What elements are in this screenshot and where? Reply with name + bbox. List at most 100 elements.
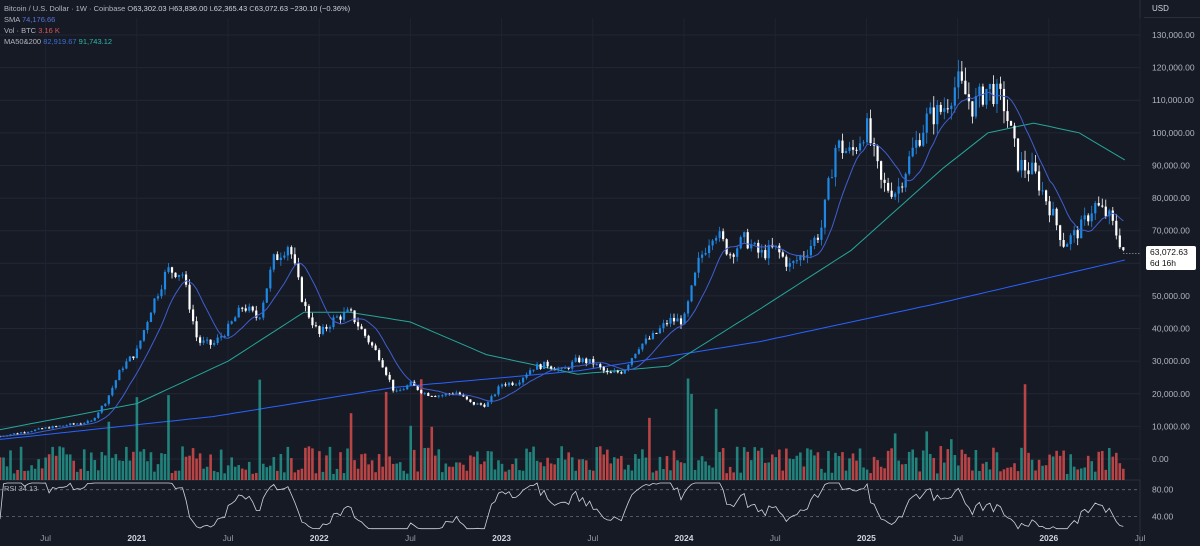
candle-body <box>844 150 848 154</box>
volume-bar <box>799 452 802 480</box>
volume-bar <box>690 393 693 480</box>
ma-legend[interactable]: MA50&200 82,919.67 91,743.12 <box>4 36 350 47</box>
volume-bar <box>1111 456 1115 480</box>
volume-bar <box>763 462 767 480</box>
volume-bar <box>992 447 995 480</box>
volume-bar <box>942 462 946 480</box>
volume-bar <box>753 447 757 480</box>
candle-body <box>1048 201 1051 216</box>
candle-body <box>841 140 844 154</box>
volume-bar <box>911 449 915 480</box>
change-value: −230.10 (−0.36%) <box>290 4 351 13</box>
candle-body <box>44 427 47 429</box>
candle-body <box>258 317 261 319</box>
volume-bar <box>971 470 974 480</box>
candle-body <box>1027 170 1030 175</box>
candle-body <box>571 361 574 369</box>
volume-bar <box>75 471 79 480</box>
volume-bar <box>346 448 349 480</box>
rsi-pane: 80.00 40.00 <box>0 482 1174 530</box>
candle-body <box>156 296 160 299</box>
candle-body <box>427 393 430 396</box>
volume-bar <box>591 470 595 480</box>
volume-bar <box>974 450 978 480</box>
volume-bar <box>135 397 139 480</box>
candle-body <box>1087 215 1090 222</box>
candle-body <box>507 382 511 386</box>
volume-bar <box>627 464 630 480</box>
volume-bar <box>528 452 532 480</box>
volume-bar <box>9 450 12 480</box>
volume-bar <box>816 452 820 480</box>
candle-body <box>837 140 841 148</box>
candle-body <box>637 349 640 354</box>
volume-bar <box>686 378 690 480</box>
volume-bar <box>72 460 76 480</box>
candle-body <box>595 364 598 366</box>
volume-legend[interactable]: Vol · BTC 3.16 K <box>4 25 350 36</box>
volume-bar <box>423 447 427 480</box>
candle-body <box>223 336 226 338</box>
volume-bar <box>570 457 574 480</box>
volume-bar <box>195 458 198 480</box>
volume-bar <box>735 446 739 480</box>
volume-bar <box>820 468 823 480</box>
rsi-legend[interactable]: RSI 34.13 <box>4 484 37 493</box>
time-tick-label: 2023 <box>492 533 511 543</box>
candle-body <box>209 339 212 345</box>
volume-bar <box>718 451 721 480</box>
volume-bar <box>788 458 792 480</box>
candle-body <box>722 231 725 240</box>
candle-body <box>999 83 1002 89</box>
volume-bar <box>265 467 269 480</box>
volume-bar <box>946 449 950 480</box>
candle-body <box>213 342 216 345</box>
volume-bar <box>879 466 883 480</box>
time-axis[interactable]: Jul 2021 Jul 2022 Jul 2023 Jul 2024 Jul 2025 Jul 20… <box>40 533 1145 543</box>
candle-body <box>511 382 514 385</box>
candle-body <box>518 382 521 385</box>
volume-bar <box>507 469 511 480</box>
candle-body <box>581 358 584 363</box>
candle-body <box>1030 162 1034 175</box>
volume-bar <box>1037 459 1041 480</box>
candle-body <box>206 339 209 341</box>
volume-bar <box>714 408 718 480</box>
candle-body <box>602 367 605 371</box>
volume-bar <box>202 468 205 480</box>
candle-body <box>493 394 497 397</box>
volume-bar <box>1009 467 1013 480</box>
volume-bar <box>0 457 2 480</box>
candle-body <box>335 316 339 318</box>
candle-body <box>550 366 553 369</box>
candle-body <box>865 118 869 143</box>
candle-body <box>300 277 303 302</box>
candle-body <box>704 253 707 255</box>
volume-bar <box>293 472 297 480</box>
candle-body <box>62 425 65 427</box>
candle-body <box>686 301 690 314</box>
candle-body <box>146 322 149 331</box>
volume-bar <box>493 469 497 480</box>
volume-bar <box>806 448 809 480</box>
volume-bar <box>676 460 679 480</box>
candle-body <box>599 364 602 368</box>
candle-body <box>848 147 851 151</box>
sma-legend[interactable]: SMA 74,176.66 <box>4 14 350 25</box>
candle-body <box>567 367 570 369</box>
volume-bar <box>641 449 644 480</box>
open-value: 63,302.03 <box>133 4 167 13</box>
candle-body <box>743 232 746 238</box>
currency-label[interactable]: USD <box>1144 0 1200 18</box>
volume-bar <box>918 471 922 480</box>
candle-body <box>378 350 381 361</box>
candlestick-series[interactable] <box>0 59 1140 438</box>
volume-bar <box>746 451 750 480</box>
candle-body <box>697 257 700 273</box>
volume-bar <box>546 457 549 480</box>
volume-bar <box>1097 451 1101 480</box>
candle-body <box>339 316 342 320</box>
volume-bar <box>921 450 925 480</box>
candle-body <box>486 402 490 407</box>
